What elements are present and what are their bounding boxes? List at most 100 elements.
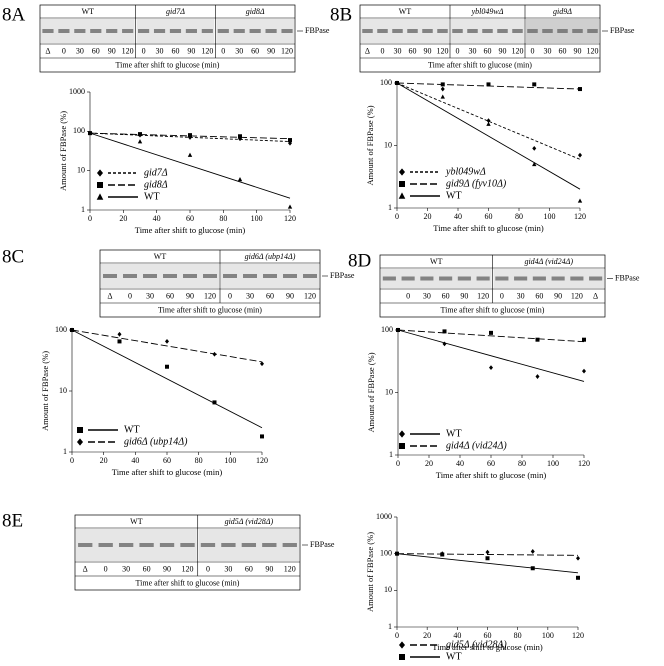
band-label: FBPase (610, 26, 635, 35)
legend-label: gid7Δ (144, 167, 168, 178)
marker-diamond (535, 374, 540, 379)
lane-label: 90 (554, 291, 562, 300)
legend-label: gid9Δ (fyv10Δ) (446, 178, 507, 189)
marker-diamond (576, 555, 580, 561)
x-tick-label: 100 (224, 456, 236, 465)
marker-square (395, 551, 399, 556)
lane-label: 60 (409, 46, 417, 55)
band (265, 29, 277, 33)
y-axis-label: Amount of FBPase (%) (366, 352, 376, 432)
band (185, 29, 197, 33)
marker-triangle (96, 193, 104, 200)
lane-label: 30 (544, 46, 552, 55)
blot-image (41, 19, 135, 43)
group-label: gid8Δ (246, 7, 265, 16)
lane-label: Δ (107, 291, 112, 300)
marker-triangle (287, 204, 293, 209)
marker-square (532, 82, 537, 87)
marker-diamond (77, 438, 83, 446)
marker-square (97, 182, 103, 188)
band (551, 276, 565, 281)
lane-label: 120 (201, 46, 213, 55)
band (407, 29, 418, 33)
lane-label: 90 (286, 291, 294, 300)
lane-label: 120 (477, 291, 489, 300)
x-axis-label: Time after shift to glucose (min) (432, 642, 543, 652)
blot-caption: Time after shift to glucose (min) (441, 305, 545, 314)
x-tick-label: 100 (251, 214, 263, 223)
marker-diamond (97, 169, 103, 177)
x-tick-label: 100 (544, 212, 556, 221)
x-tick-label: 20 (425, 459, 433, 468)
band (201, 29, 213, 33)
y-axis-label: Amount of FBPase (%) (58, 111, 68, 191)
band-label: FBPase (305, 26, 330, 35)
marker-diamond (117, 331, 122, 337)
marker-diamond (442, 341, 447, 347)
band (169, 29, 182, 33)
marker-square (440, 82, 445, 87)
legend-label: WT (124, 424, 140, 435)
y-tick-label: 1000 (376, 512, 392, 521)
fit-line (71, 329, 263, 429)
fit-line (89, 132, 291, 199)
lane-label: 0 (500, 291, 504, 300)
lane-label: 90 (265, 564, 273, 573)
fit-line (397, 329, 585, 382)
marker-diamond (260, 361, 264, 367)
band (542, 29, 553, 33)
y-tick-label: 1000 (69, 87, 85, 96)
band (183, 274, 197, 278)
band (42, 29, 54, 33)
x-tick-label: 20 (424, 212, 432, 221)
lane-label: 60 (166, 291, 174, 300)
x-tick-label: 60 (487, 459, 495, 468)
blot-frame (74, 514, 301, 591)
legend-label: gid5Δ (vid28Δ) (446, 639, 507, 650)
group-label: gid7Δ (166, 7, 185, 16)
marker-diamond (440, 86, 445, 92)
band (282, 543, 297, 547)
group-label: WT (82, 7, 95, 16)
lane-label: 0 (531, 46, 535, 55)
marker-triangle (577, 198, 583, 203)
band (200, 543, 216, 547)
x-axis-label: Time after shift to glucose (min) (112, 467, 223, 477)
marker-diamond (486, 118, 491, 124)
x-tick-label: 20 (119, 214, 127, 223)
blot-image (76, 529, 197, 561)
lane-label: 30 (122, 564, 130, 573)
band (118, 543, 134, 547)
lane-label: 30 (517, 291, 525, 300)
blot-image (101, 264, 219, 288)
marker-diamond (530, 549, 535, 554)
panel-label: 8A (2, 4, 26, 25)
group-label: WT (130, 517, 143, 526)
marker-diamond (489, 365, 493, 371)
group-label: gid5Δ (vid28Δ) (225, 517, 274, 526)
lane-label: 60 (535, 291, 543, 300)
panel-label: 8D (348, 250, 371, 271)
marker-square (442, 329, 447, 334)
marker-diamond (578, 152, 582, 158)
band (159, 543, 175, 547)
band (377, 29, 388, 33)
band (138, 29, 150, 33)
x-tick-label: 40 (453, 631, 461, 640)
band (283, 274, 297, 278)
lane-label: Δ (45, 46, 50, 55)
x-tick-label: 80 (219, 214, 227, 223)
blot-image (381, 269, 492, 288)
marker-triangle (532, 161, 537, 167)
band (78, 543, 93, 547)
band (439, 276, 453, 281)
band (249, 29, 261, 33)
marker-square (582, 337, 586, 342)
band (243, 274, 257, 278)
blot-image (493, 269, 604, 288)
marker-square (535, 337, 540, 342)
lane-label: 120 (281, 46, 293, 55)
panel-label: 8C (2, 246, 24, 267)
legend-label: gid4Δ (vid24Δ) (446, 440, 507, 451)
fit-line (396, 553, 579, 574)
